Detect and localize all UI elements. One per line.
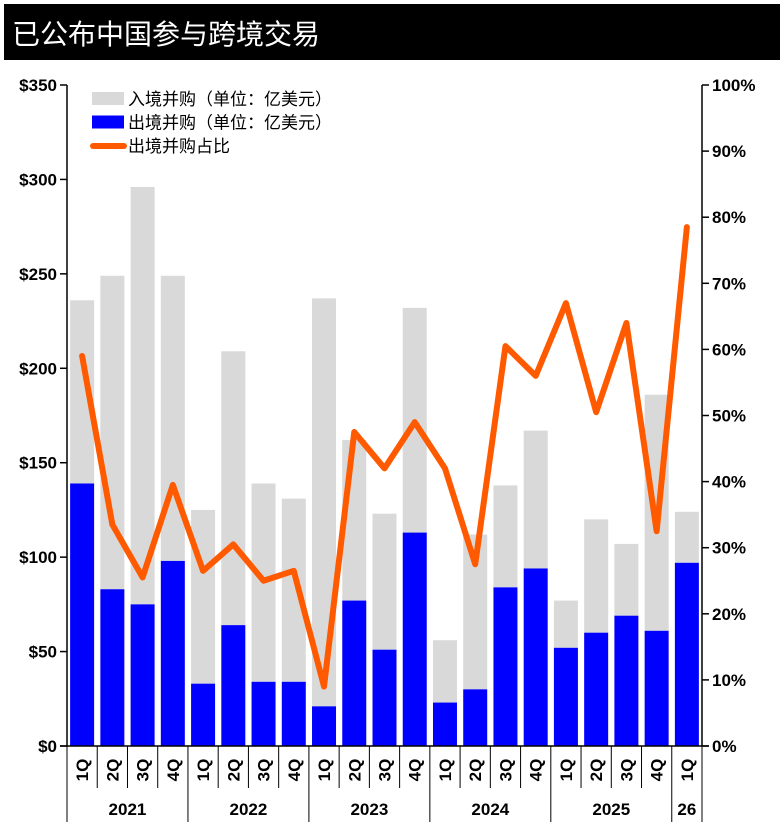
x-tick-label: 3Q (255, 759, 274, 782)
y2-tick-label: 0% (712, 737, 737, 756)
x-tick-label: 2Q (345, 759, 364, 782)
bar-inbound (523, 430, 548, 569)
bar-outbound (553, 647, 578, 746)
bar-inbound (432, 640, 457, 703)
x-tick-label: 2Q (103, 759, 122, 782)
y2-tick-label: 100% (712, 76, 755, 95)
bar-outbound (221, 625, 246, 746)
legend-label: 出境并购占比 (128, 137, 230, 157)
x-tick-label: 2Q (587, 759, 606, 782)
x-group-label: 26 (677, 800, 696, 819)
y2-tick-label: 90% (712, 142, 746, 161)
bar-outbound (644, 630, 669, 746)
chart-title: 已公布中国参与跨境交易 (12, 18, 321, 51)
x-tick-label: 1Q (557, 759, 576, 782)
x-tick-label: 3Q (376, 759, 395, 782)
bar-outbound (463, 689, 488, 746)
y2-tick-label: 30% (712, 539, 746, 558)
x-tick-label: 4Q (406, 759, 425, 782)
bar-outbound (312, 706, 337, 746)
bar-inbound (281, 498, 306, 682)
y-tick-label: $50 (29, 643, 57, 662)
x-tick-label: 3Q (617, 759, 636, 782)
y-tick-label: $200 (19, 359, 57, 378)
ratio-line (79, 224, 690, 690)
bar-outbound (493, 587, 518, 746)
bar-inbound (674, 511, 699, 563)
x-group-label: 2023 (350, 800, 388, 819)
x-tick-label: 4Q (285, 759, 304, 782)
x-group-label: 2024 (471, 800, 509, 819)
legend-label: 出境并购（单位：亿美元） (128, 114, 332, 134)
bar-outbound (191, 683, 216, 746)
bar-inbound (191, 509, 216, 684)
bar-outbound (523, 568, 548, 746)
bar-outbound (674, 562, 699, 746)
y-tick-label: $300 (19, 170, 57, 189)
y2-tick-label: 60% (712, 340, 746, 359)
x-group-label: 2021 (109, 800, 147, 819)
legend-swatch (92, 115, 124, 129)
bar-outbound (342, 600, 367, 746)
x-tick-label: 1Q (315, 759, 334, 782)
bar-outbound (432, 702, 457, 746)
bar-inbound (553, 600, 578, 648)
bar-outbound (160, 560, 185, 746)
legend-label: 入境并购（单位：亿美元） (128, 90, 332, 110)
y2-tick-label: 80% (712, 208, 746, 227)
y-tick-label: $150 (19, 454, 57, 473)
x-tick-label: 4Q (527, 759, 546, 782)
bar-inbound (493, 485, 518, 588)
bar-outbound (402, 532, 427, 746)
y-tick-label: $0 (38, 737, 57, 756)
x-tick-label: 1Q (194, 759, 213, 782)
y2-tick-label: 50% (712, 407, 746, 426)
bar-outbound (281, 681, 306, 746)
x-tick-label: 4Q (648, 759, 667, 782)
bar-outbound (372, 649, 397, 746)
title-bar: 已公布中国参与跨境交易 (4, 4, 780, 60)
legend-swatch (92, 92, 124, 105)
x-group-label: 2022 (230, 800, 268, 819)
x-tick-label: 1Q (678, 759, 697, 782)
x-tick-label: 2Q (224, 759, 243, 782)
y2-tick-label: 40% (712, 473, 746, 492)
x-tick-label: 3Q (134, 759, 153, 782)
bar-outbound (251, 681, 276, 746)
bar-outbound (614, 615, 639, 746)
y-tick-label: $100 (19, 548, 57, 567)
y2-tick-label: 70% (712, 274, 746, 293)
bar-outbound (130, 604, 155, 746)
x-tick-label: 2Q (466, 759, 485, 782)
y2-tick-label: 20% (712, 605, 746, 624)
y2-tick-label: 10% (712, 671, 746, 690)
bar-outbound (70, 483, 95, 746)
bar-inbound (372, 513, 397, 650)
bar-outbound (100, 589, 125, 746)
x-group-label: 2025 (592, 800, 630, 819)
x-tick-label: 3Q (496, 759, 515, 782)
y-tick-label: $350 (19, 76, 57, 95)
x-tick-label: 1Q (436, 759, 455, 782)
bar-inbound (221, 351, 246, 626)
bar-inbound (130, 186, 155, 605)
bar-inbound (614, 543, 639, 616)
bar-outbound (584, 632, 609, 746)
x-tick-label: 4Q (164, 759, 183, 782)
x-tick-label: 1Q (73, 759, 92, 782)
y-tick-label: $250 (19, 265, 57, 284)
bar-inbound (584, 519, 609, 633)
